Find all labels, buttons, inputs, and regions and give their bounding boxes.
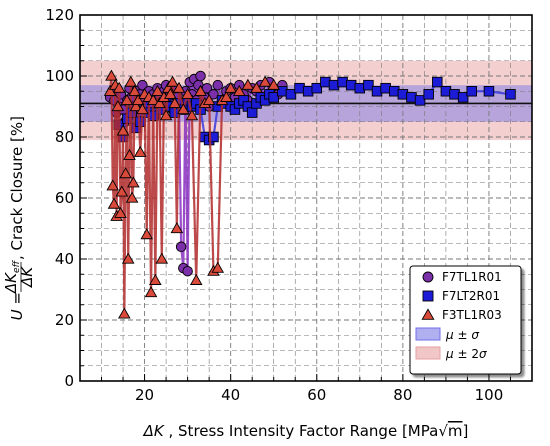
point-F7LT2R01: [467, 86, 477, 96]
x-tick-label: 40: [221, 386, 240, 404]
y-tick-label: 60: [55, 189, 74, 207]
point-F7LT2R01: [424, 90, 434, 100]
point-F7TL1R01: [196, 71, 206, 81]
y-tick-label: 120: [45, 6, 74, 24]
legend-label-part: ± 2: [454, 347, 479, 361]
x-axis-symbol: ΔK: [143, 422, 165, 440]
y-axis-text: , Crack Closure [%]: [8, 116, 26, 260]
y-axis-lhs: U =: [8, 292, 26, 320]
legend-label-part: σ: [479, 347, 487, 361]
point-F7LT2R01: [135, 117, 145, 127]
point-F7LT2R01: [506, 90, 516, 100]
x-tick-label: 60: [307, 386, 326, 404]
legend-label-F7LT2R01: F7LT2R01: [442, 289, 500, 303]
legend-swatch-band: [416, 347, 440, 359]
point-F7LT2R01: [247, 108, 257, 118]
point-F7TL1R01: [183, 266, 193, 276]
x-axis-text: , Stress Intensity Factor Range [MPa: [164, 422, 439, 440]
legend-label-band: μ ± 2σ: [445, 347, 487, 361]
point-F7LT2R01: [432, 77, 442, 87]
x-tick-label: 100: [475, 386, 504, 404]
x-axis-sqrt: √: [438, 422, 448, 440]
legend-label-part: σ: [471, 328, 479, 342]
legend-label-band: μ ± σ: [445, 328, 479, 342]
y-tick-label: 100: [45, 67, 74, 85]
x-tick-label: 20: [135, 386, 154, 404]
y-tick-label: 20: [55, 311, 74, 329]
legend-label-F3TL1R03: F3TL1R03: [442, 308, 502, 322]
y-tick-label: 40: [55, 250, 74, 268]
legend-label-F7TL1R01: F7TL1R01: [442, 270, 502, 284]
legend-label-part: μ: [445, 328, 454, 342]
y-tick-label: 80: [55, 128, 74, 146]
y-axis-frac-den: ΔK: [18, 266, 36, 288]
point-F3TL1R03: [119, 308, 130, 318]
x-axis-label: ΔK , Stress Intensity Factor Range [MPa√…: [143, 422, 469, 440]
x-axis-root: m: [448, 422, 463, 440]
legend-label-part: μ: [445, 347, 454, 361]
legend-marker-F7LT2R01: [423, 291, 433, 301]
legend-swatch-band: [416, 328, 440, 340]
legend-marker-F7TL1R01: [423, 272, 433, 282]
y-axis-label: U = ΔKeff ΔK , Crack Closure [%]: [2, 116, 36, 320]
point-F3TL1R03: [146, 287, 157, 297]
point-F3TL1R03: [156, 253, 167, 263]
point-F7TL1R01: [176, 242, 186, 252]
x-axis-close: ]: [463, 422, 469, 440]
legend-label-part: ±: [454, 328, 472, 342]
x-tick-label: 80: [393, 386, 412, 404]
point-F3TL1R03: [191, 275, 202, 285]
point-F7TL1R01: [213, 80, 223, 90]
point-F7LT2R01: [484, 86, 494, 96]
y-tick-label: 0: [64, 372, 74, 390]
